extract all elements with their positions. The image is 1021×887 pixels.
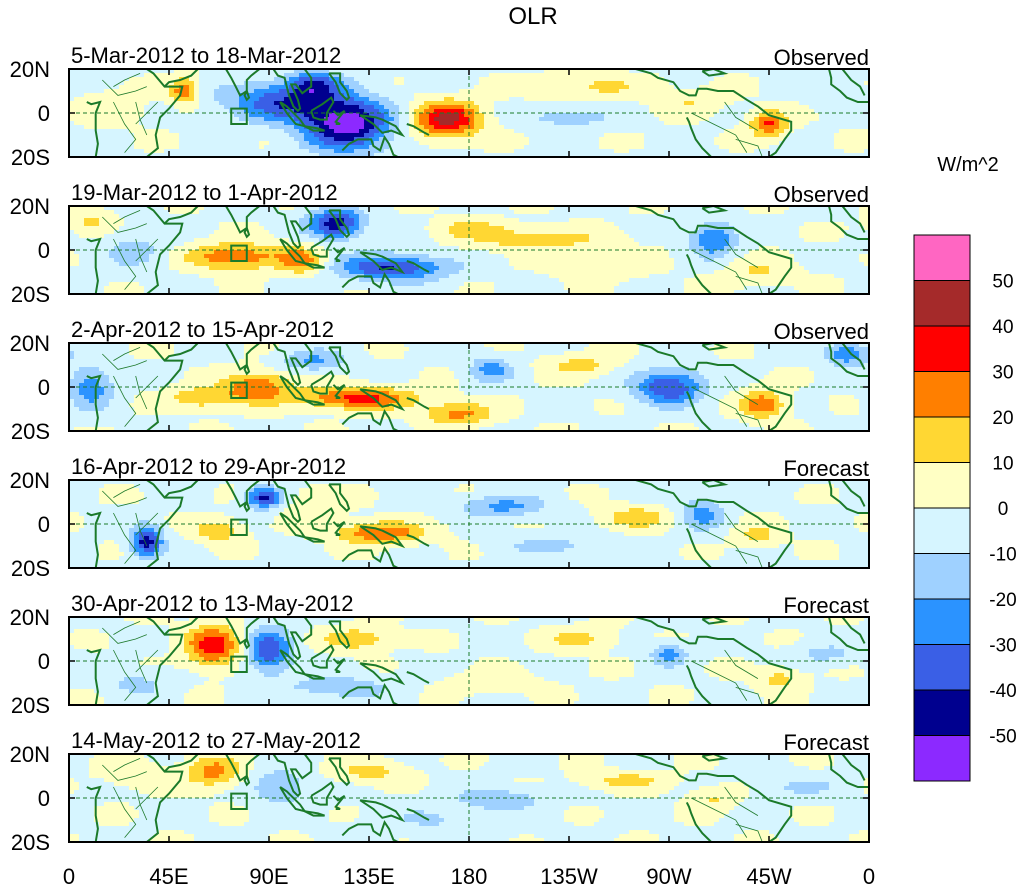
panel-3: 20N 0 20S 2-Apr-2012 to 15-Apr-2012 Observed — [10, 317, 870, 444]
panel-period: 30-Apr-2012 to 13-May-2012 — [71, 591, 354, 616]
colorbar-label: -10 — [989, 545, 1016, 566]
colorbar-swatch — [913, 644, 971, 691]
y-tick-label: 20S — [11, 282, 50, 307]
y-tick-label: 20S — [11, 556, 50, 581]
panel-period: 14-May-2012 to 27-May-2012 — [71, 728, 361, 753]
anomaly-field — [69, 343, 869, 431]
y-tick-label: 0 — [38, 786, 50, 811]
region-box — [230, 107, 248, 125]
colorbar-swatch — [913, 280, 971, 327]
region-box — [230, 655, 248, 673]
colorbar: 50 40 30 20 10 0 -10 -20 -30 -40 -50 — [913, 234, 1017, 782]
colorbar-swatch — [913, 735, 971, 782]
panels: 20N 0 20S 5-Mar-2012 to 18-Mar-2012 Observed… — [10, 43, 870, 855]
anomaly-field — [69, 617, 869, 705]
x-tick-label: 0 — [863, 864, 875, 887]
colorbar-swatch — [913, 553, 971, 600]
y-tick-label: 20N — [10, 468, 50, 493]
panel-period: 5-Mar-2012 to 18-Mar-2012 — [71, 43, 341, 68]
colorbar-label: -20 — [989, 590, 1016, 611]
region-box — [230, 244, 248, 263]
chart-title: OLR — [508, 3, 557, 30]
panel-2: 20N 0 20S 19-Mar-2012 to 1-Apr-2012 Observed — [10, 180, 870, 307]
panel-kind: Forecast — [783, 456, 869, 481]
y-tick-label: 0 — [38, 512, 50, 537]
x-tick-label: 0 — [63, 864, 75, 887]
x-tick-label: 180 — [451, 864, 488, 887]
colorbar-label: 40 — [992, 317, 1013, 338]
y-tick-label: 20S — [11, 145, 50, 170]
y-tick-label: 20N — [10, 57, 50, 82]
anomaly-field — [69, 480, 869, 568]
y-tick-label: 0 — [38, 649, 50, 674]
x-tick-label: 90W — [646, 864, 691, 887]
colorbar-swatch — [913, 325, 971, 372]
x-tick-label: 45W — [746, 864, 791, 887]
coastlines — [86, 754, 869, 842]
panel-period: 2-Apr-2012 to 15-Apr-2012 — [71, 317, 334, 342]
colorbar-swatch — [913, 598, 971, 645]
y-tick-label: 20N — [10, 605, 50, 630]
x-tick-label: 90E — [249, 864, 288, 887]
y-tick-label: 20N — [10, 331, 50, 356]
x-tick-label: 135W — [540, 864, 598, 887]
panel-kind: Observed — [774, 45, 869, 70]
panel-kind: Forecast — [783, 593, 869, 618]
region-box — [230, 518, 248, 536]
colorbar-label: -50 — [989, 727, 1016, 748]
colorbar-swatch — [913, 371, 971, 418]
x-tick-label: 135E — [343, 864, 394, 887]
panel-kind: Observed — [774, 319, 869, 344]
y-tick-label: 0 — [38, 238, 50, 263]
colorbar-label: -30 — [989, 636, 1016, 657]
x-axis: 0 45E 90E 135E 180 135W 90W 45W 0 — [63, 864, 875, 887]
y-tick-label: 0 — [38, 101, 50, 126]
y-tick-label: 20N — [10, 194, 50, 219]
anomaly-field — [69, 754, 869, 842]
colorbar-label: 0 — [998, 499, 1009, 520]
colorbar-swatch — [913, 689, 971, 736]
y-tick-label: 0 — [38, 375, 50, 400]
x-tick-label: 45E — [149, 864, 188, 887]
panel-period: 19-Mar-2012 to 1-Apr-2012 — [71, 180, 338, 205]
colorbar-label: 20 — [992, 408, 1013, 429]
colorbar-label: 30 — [992, 363, 1013, 384]
colorbar-label: 50 — [992, 272, 1013, 293]
colorbar-swatch — [913, 234, 971, 281]
panel-6: 20N 0 20S 14-May-2012 to 27-May-2012 Forecas… — [10, 728, 870, 855]
coastlines — [86, 206, 869, 294]
y-tick-label: 20S — [11, 693, 50, 718]
colorbar-label: -40 — [989, 681, 1016, 702]
colorbar-label: 10 — [992, 454, 1013, 475]
panel-4: 20N 0 20S 16-Apr-2012 to 29-Apr-2012 Forecas… — [10, 454, 870, 581]
y-tick-label: 20S — [11, 830, 50, 855]
coastlines — [86, 480, 869, 568]
y-tick-label: 20N — [10, 742, 50, 767]
anomaly-field — [69, 206, 869, 294]
panel-kind: Forecast — [783, 730, 869, 755]
panel-5: 20N 0 20S 30-Apr-2012 to 13-May-2012 Forecas… — [10, 591, 870, 718]
region-box — [230, 792, 248, 810]
panel-kind: Observed — [774, 182, 869, 207]
panel-period: 16-Apr-2012 to 29-Apr-2012 — [71, 454, 346, 479]
colorbar-swatch — [913, 416, 971, 463]
y-tick-label: 20S — [11, 419, 50, 444]
region-box — [230, 381, 248, 400]
colorbar-swatch — [913, 462, 971, 509]
panel-1: 20N 0 20S 5-Mar-2012 to 18-Mar-2012 Observed — [10, 43, 870, 170]
colorbar-units: W/m^2 — [937, 154, 999, 176]
colorbar-swatch — [913, 507, 971, 554]
